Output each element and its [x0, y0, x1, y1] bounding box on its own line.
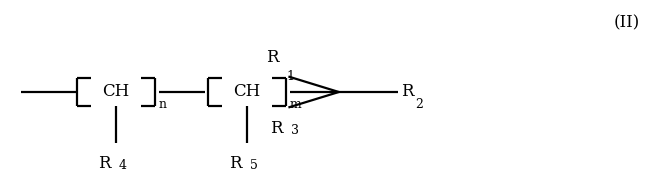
Text: 3: 3	[291, 124, 299, 137]
Text: CH: CH	[103, 84, 130, 100]
Text: 4: 4	[118, 159, 127, 172]
Text: R: R	[401, 84, 414, 100]
Text: R: R	[229, 155, 241, 172]
Text: (II): (II)	[614, 15, 640, 32]
Text: CH: CH	[234, 84, 261, 100]
Text: 2: 2	[415, 98, 423, 111]
Text: R: R	[266, 49, 278, 66]
Text: 1: 1	[286, 70, 294, 83]
Text: 5: 5	[250, 159, 257, 172]
Text: n: n	[159, 98, 166, 111]
Text: R: R	[98, 155, 111, 172]
Text: R: R	[270, 120, 283, 137]
Text: m: m	[290, 98, 301, 111]
